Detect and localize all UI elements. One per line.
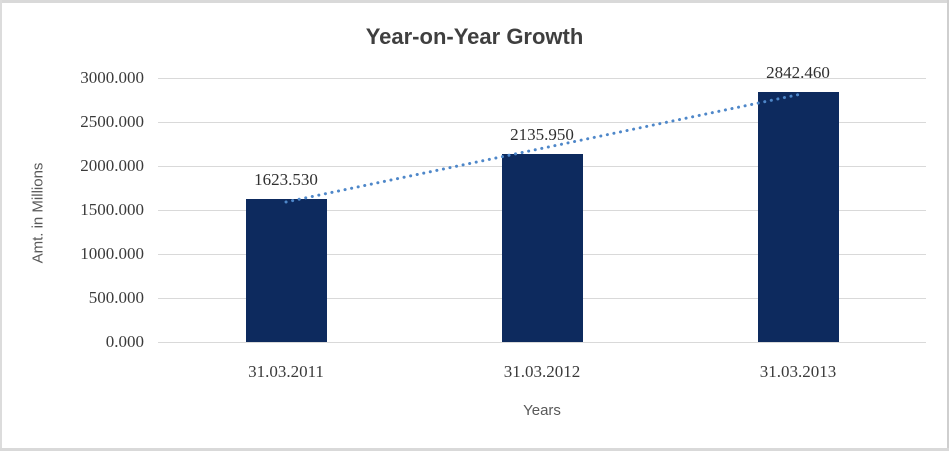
left-rule (0, 0, 2, 451)
y-tick-label: 2500.000 (80, 112, 144, 131)
bottom-rule (0, 448, 949, 451)
data-label: 2135.950 (510, 125, 574, 144)
bar (757, 91, 839, 342)
x-tick-label: 31.03.2013 (759, 362, 837, 381)
y-tick-label: 3000.000 (80, 68, 144, 87)
y-tick-label: 0.000 (105, 332, 144, 351)
chart-title: Year-on-Year Growth (365, 24, 584, 49)
gridline (158, 78, 926, 79)
data-label: 2842.460 (766, 62, 830, 82)
x-axis-title: Years (523, 402, 561, 419)
x-tick-label: 31.03.2012 (503, 362, 581, 381)
y-tick-label: 1000.000 (80, 244, 144, 263)
bar (245, 199, 327, 342)
y-tick-label: 500.000 (88, 288, 144, 307)
top-rule (0, 0, 949, 3)
gridline (158, 122, 926, 123)
data-label: 1623.530 (254, 170, 318, 190)
y-tick-label: 2000.000 (80, 156, 144, 175)
right-rule (947, 0, 949, 451)
gridline (158, 342, 926, 343)
x-tick-label: 31.03.2011 (248, 362, 324, 381)
trendline (284, 93, 800, 204)
bar (501, 154, 583, 342)
plot-area: 1623.530 2135.950 2842.460 (158, 63, 926, 343)
y-tick-label: 1500.000 (80, 200, 144, 219)
